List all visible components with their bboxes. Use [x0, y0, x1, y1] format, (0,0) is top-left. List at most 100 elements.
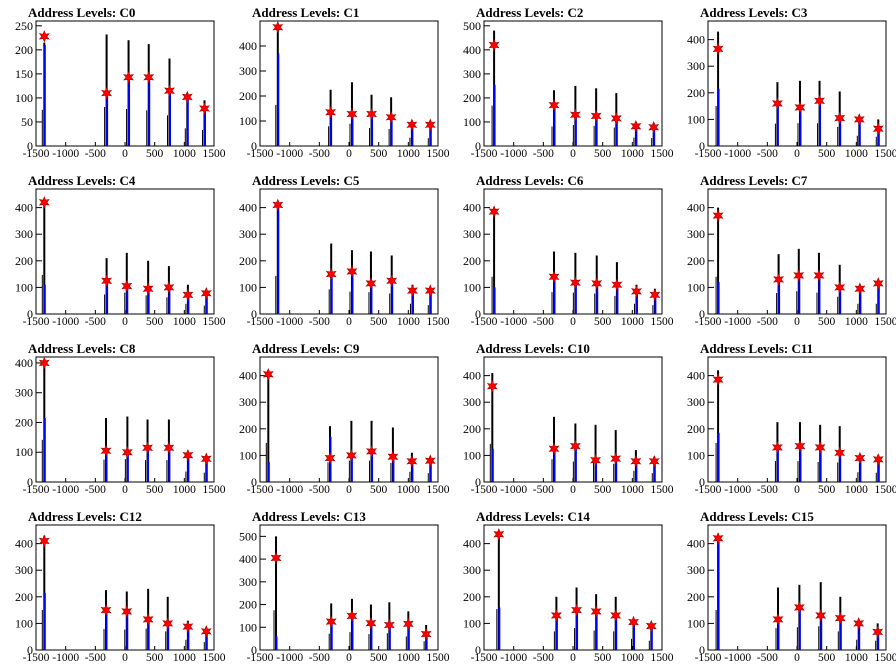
x-tick-label: -1000 — [52, 316, 79, 328]
y-tick-label: 100 — [687, 616, 705, 630]
blue-histogram-bar — [858, 119, 861, 146]
blue-histogram-bar — [169, 89, 171, 146]
histogram-plot: 0 100 200 300 400 -1500 -1000 -500 0 500 1000 1500 — [15, 524, 226, 664]
x-tick-label: 1500 — [651, 148, 674, 160]
blue-histogram-bar — [277, 53, 280, 146]
x-tick-label: -1500 — [23, 484, 50, 496]
y-tick-label: 300 — [463, 395, 481, 409]
x-tick-label: 1500 — [651, 652, 674, 664]
y-tick-label: 100 — [687, 280, 705, 294]
black-histogram-bar — [423, 641, 425, 650]
black-histogram-bar — [369, 128, 371, 146]
y-tick-label: 300 — [687, 59, 705, 73]
blue-histogram-bar — [877, 128, 880, 146]
black-histogram-bar — [489, 443, 491, 482]
blue-histogram-bar — [717, 88, 720, 146]
x-tick-label: 0 — [122, 316, 128, 328]
x-tick-label: -500 — [757, 316, 778, 328]
histogram-plot: 0 100 200 300 400 -1500 -1000 -500 0 500 1000 1500 — [463, 188, 674, 328]
black-histogram-bar — [574, 628, 576, 650]
black-histogram-bar — [837, 462, 839, 482]
black-histogram-bar — [491, 372, 494, 482]
peak-marker — [38, 30, 50, 43]
black-histogram-bar — [104, 294, 106, 314]
peak-marker — [142, 441, 154, 455]
peak-marker — [854, 451, 866, 465]
black-histogram-bar — [717, 370, 720, 482]
peak-marker — [814, 94, 826, 108]
peak-marker — [38, 534, 50, 548]
peak-marker — [645, 619, 657, 633]
x-tick-label: 1000 — [621, 484, 644, 496]
chart-title: Address Levels: C11 — [700, 341, 814, 356]
x-tick-label: 1000 — [845, 652, 868, 664]
x-tick-label: -1000 — [500, 484, 527, 496]
peak-marker — [610, 112, 622, 125]
black-histogram-bar — [594, 424, 597, 482]
black-histogram-bar — [818, 626, 820, 650]
blue-histogram-bar — [859, 288, 862, 314]
black-histogram-bar — [427, 305, 429, 314]
y-tick-label: 0 — [27, 475, 33, 489]
y-tick-label: 300 — [687, 227, 705, 241]
y-tick-label: 200 — [463, 91, 481, 105]
blue-histogram-bar — [350, 455, 353, 482]
y-tick-label: 300 — [239, 64, 257, 78]
y-tick-label: 300 — [239, 395, 257, 409]
y-tick-label: 500 — [239, 529, 257, 543]
chart-panel: Address Levels: C12 0 100 200 300 400 -1500 -10… — [0, 504, 226, 672]
blue-histogram-bar — [858, 623, 861, 650]
x-tick-label: 1000 — [173, 148, 196, 160]
y-tick-label: 400 — [463, 537, 481, 551]
blue-histogram-bar — [106, 93, 109, 146]
peak-marker — [814, 441, 826, 454]
black-histogram-bar — [648, 640, 650, 650]
histogram-plot: 0 100 200 300 400 500 -1500 -1000 -500 0 500 1000 15… — [463, 19, 674, 160]
x-tick-label: -1000 — [500, 652, 527, 664]
histogram-plot: 0 100 200 300 400 -1500 -1000 -500 0 500 1000 1500 — [687, 188, 896, 328]
blue-histogram-bar — [650, 626, 653, 650]
black-histogram-bar — [633, 303, 635, 314]
peak-marker — [773, 273, 785, 286]
chart-panel: Address Levels: C15 0 100 200 300 400 -1500 -10… — [672, 504, 896, 672]
blue-histogram-bar — [106, 282, 109, 314]
y-tick-label: 300 — [239, 575, 257, 589]
blue-histogram-bar — [168, 447, 171, 482]
black-histogram-bar — [631, 638, 633, 650]
y-tick-label: 400 — [463, 201, 481, 215]
y-tick-label: 100 — [687, 448, 705, 462]
y-tick-label: 200 — [463, 590, 481, 604]
x-tick-label: -1000 — [276, 148, 303, 160]
x-tick-label: -500 — [85, 652, 106, 664]
blue-histogram-bar — [126, 452, 129, 482]
black-histogram-bar — [124, 459, 126, 482]
blue-histogram-bar — [429, 291, 432, 314]
blue-histogram-bar — [839, 287, 842, 314]
peak-marker — [590, 605, 602, 618]
blue-histogram-bar — [615, 458, 618, 482]
peak-marker — [200, 625, 212, 638]
chart-title: Address Levels: C6 — [476, 173, 584, 188]
black-histogram-bar — [185, 639, 187, 650]
black-histogram-bar — [389, 293, 391, 314]
peak-marker — [406, 454, 418, 468]
peak-marker — [611, 278, 623, 292]
y-tick-label: 0 — [699, 643, 705, 657]
x-tick-label: 1500 — [427, 148, 450, 160]
blue-histogram-bar — [799, 446, 802, 482]
black-histogram-bar — [349, 291, 351, 314]
black-histogram-bar — [614, 295, 616, 314]
peak-marker — [38, 356, 50, 370]
blue-histogram-bar — [635, 460, 638, 482]
blue-histogram-bar — [43, 284, 46, 314]
y-tick-label: 300 — [463, 67, 481, 81]
x-tick-label: -1000 — [724, 148, 751, 160]
peak-marker — [771, 97, 783, 110]
peak-marker — [793, 269, 805, 282]
blue-histogram-bar — [820, 615, 823, 650]
blue-histogram-bar — [168, 287, 171, 314]
chart-title: Address Levels: C13 — [252, 509, 366, 524]
blue-histogram-bar — [277, 207, 280, 314]
peak-marker — [628, 615, 639, 629]
y-tick-label: 300 — [15, 227, 33, 241]
